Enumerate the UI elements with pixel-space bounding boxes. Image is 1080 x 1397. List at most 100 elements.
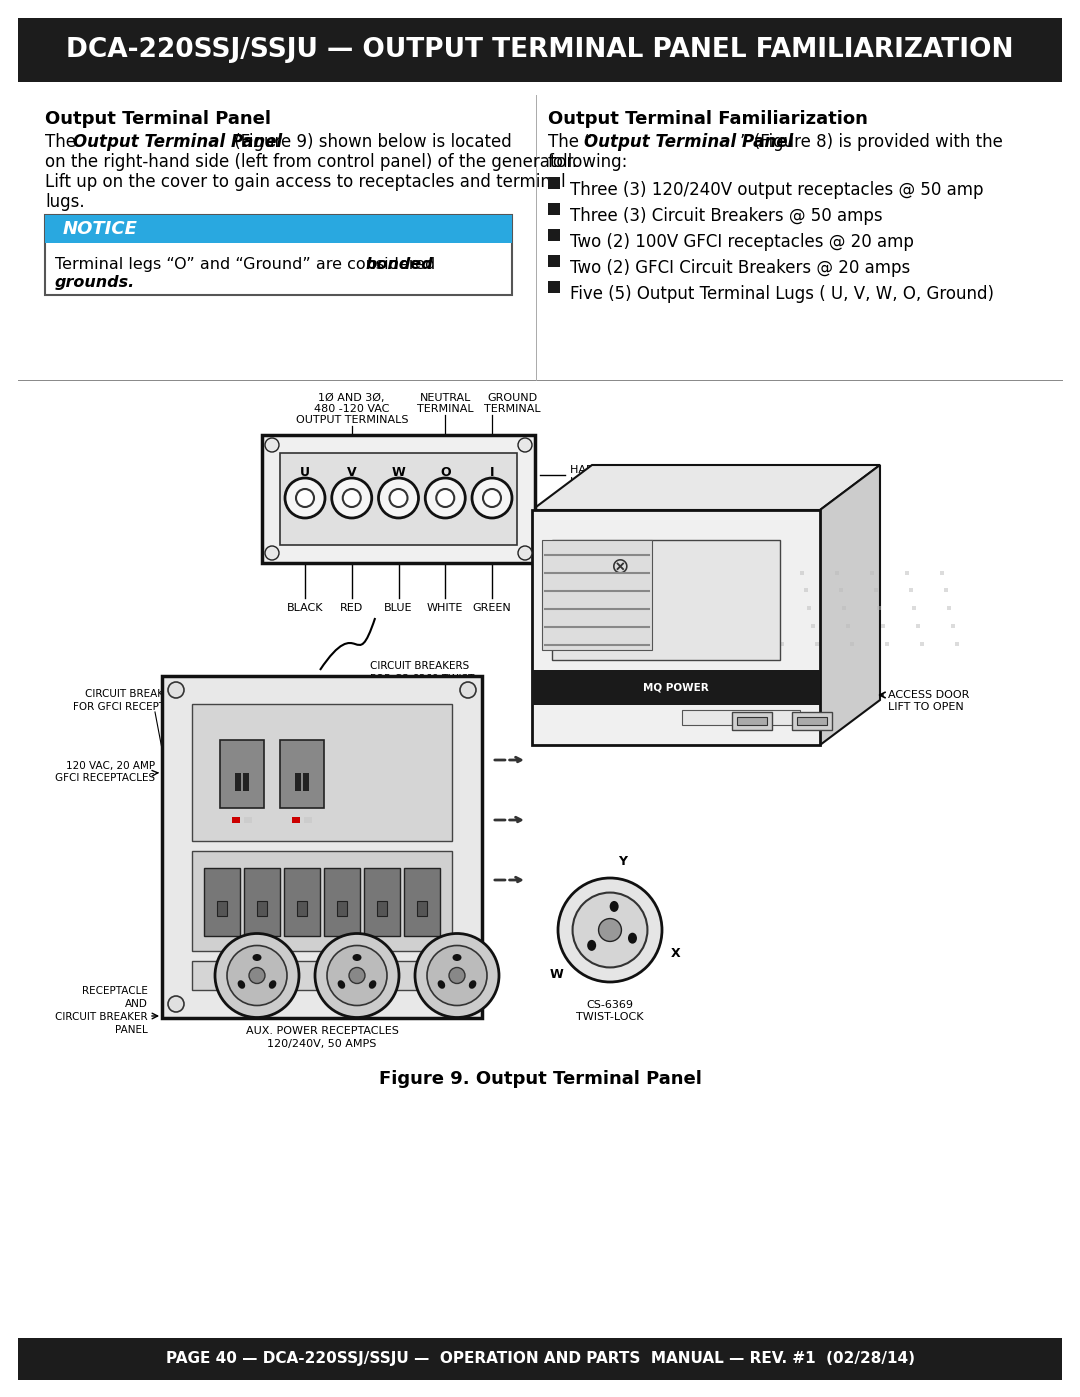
Circle shape xyxy=(349,968,365,983)
Text: TERMINAL: TERMINAL xyxy=(417,404,473,414)
Bar xyxy=(800,570,804,574)
Bar xyxy=(706,624,711,629)
Ellipse shape xyxy=(609,901,619,912)
Bar xyxy=(741,624,745,629)
Text: V: V xyxy=(347,467,356,479)
Circle shape xyxy=(449,968,465,983)
Bar xyxy=(920,643,924,645)
Bar xyxy=(244,868,280,936)
Text: Output Terminal Panel: Output Terminal Panel xyxy=(584,133,793,151)
Bar xyxy=(772,606,777,610)
Circle shape xyxy=(558,877,662,982)
Bar xyxy=(257,901,267,916)
Circle shape xyxy=(426,478,465,518)
Bar xyxy=(232,816,240,823)
Text: LIFT TO OPEN: LIFT TO OPEN xyxy=(888,703,963,712)
Text: The “: The “ xyxy=(548,133,593,151)
Bar xyxy=(45,215,512,243)
Bar xyxy=(738,606,742,610)
Bar xyxy=(284,868,320,936)
Text: TWIST-LOCK: TWIST-LOCK xyxy=(577,1011,644,1023)
Text: Terminal legs “O” and “Ground” are considered: Terminal legs “O” and “Ground” are consi… xyxy=(55,257,441,272)
Polygon shape xyxy=(532,465,880,510)
Bar xyxy=(377,901,387,916)
Bar xyxy=(297,901,307,916)
Text: 1Ø AND 3Ø,: 1Ø AND 3Ø, xyxy=(319,393,384,402)
Bar xyxy=(913,606,917,610)
Text: PAGE 40 — DCA-220SSJ/SSJU —  OPERATION AND PARTS  MANUAL — REV. #1  (02/28/14): PAGE 40 — DCA-220SSJ/SSJU — OPERATION AN… xyxy=(165,1351,915,1366)
Text: ⊗: ⊗ xyxy=(610,556,630,577)
Text: ” (Figure 8) is provided with the: ” (Figure 8) is provided with the xyxy=(740,133,1003,151)
Text: grounds.: grounds. xyxy=(55,275,135,291)
Bar xyxy=(532,671,820,705)
Bar xyxy=(780,643,784,645)
Circle shape xyxy=(265,439,279,453)
Text: Lift up on the cover to gain access to receptacles and terminal: Lift up on the cover to gain access to r… xyxy=(45,173,566,191)
Ellipse shape xyxy=(238,981,245,989)
Text: CIRCUIT BREAKER: CIRCUIT BREAKER xyxy=(55,1011,148,1023)
Ellipse shape xyxy=(338,981,346,989)
Circle shape xyxy=(265,546,279,560)
Bar xyxy=(548,203,561,215)
Circle shape xyxy=(572,893,647,968)
Circle shape xyxy=(227,946,287,1006)
Bar xyxy=(808,606,811,610)
Text: RED: RED xyxy=(340,604,363,613)
Text: LOCK RECEPTACLES: LOCK RECEPTACLES xyxy=(370,687,473,697)
Bar xyxy=(162,676,482,1018)
Bar xyxy=(364,868,400,936)
Text: MQ POWER: MQ POWER xyxy=(643,683,708,693)
Bar xyxy=(850,643,854,645)
Ellipse shape xyxy=(469,981,476,989)
Text: AUX. POWER RECEPTACLES: AUX. POWER RECEPTACLES xyxy=(245,1025,399,1037)
Bar xyxy=(905,570,908,574)
Text: CIRCUIT BREAKERS: CIRCUIT BREAKERS xyxy=(370,661,469,671)
Bar xyxy=(940,570,944,574)
Bar xyxy=(881,624,886,629)
Circle shape xyxy=(378,478,419,518)
Bar xyxy=(777,624,780,629)
Bar xyxy=(916,624,920,629)
Circle shape xyxy=(315,933,399,1017)
Bar xyxy=(804,588,808,592)
Ellipse shape xyxy=(253,954,261,961)
Text: CS-6369: CS-6369 xyxy=(586,1000,634,1010)
Text: U: U xyxy=(300,467,310,479)
Text: GREEN: GREEN xyxy=(473,604,511,613)
Bar xyxy=(710,643,714,645)
Circle shape xyxy=(518,439,532,453)
Bar xyxy=(699,588,703,592)
Bar xyxy=(874,588,878,592)
Bar xyxy=(303,773,309,791)
Text: Three (3) Circuit Breakers @ 50 amps: Three (3) Circuit Breakers @ 50 amps xyxy=(570,207,882,225)
Bar xyxy=(204,868,240,936)
Bar xyxy=(838,588,842,592)
Text: Output Terminal Panel: Output Terminal Panel xyxy=(45,110,271,129)
Bar xyxy=(192,704,453,841)
Bar xyxy=(681,710,800,725)
Bar xyxy=(303,816,312,823)
Bar xyxy=(548,229,561,242)
Text: NEUTRAL: NEUTRAL xyxy=(419,393,471,402)
Text: lugs.: lugs. xyxy=(45,193,84,211)
Text: Two (2) 100V GFCI receptacles @ 20 amp: Two (2) 100V GFCI receptacles @ 20 amp xyxy=(570,233,914,251)
Bar xyxy=(947,606,951,610)
Text: Output Terminal Panel: Output Terminal Panel xyxy=(73,133,282,151)
Bar xyxy=(765,570,769,574)
Text: Output Terminal Familiarization: Output Terminal Familiarization xyxy=(548,110,868,129)
Text: Y: Y xyxy=(618,855,626,868)
Text: HOOKUP PANEL: HOOKUP PANEL xyxy=(570,476,657,488)
Bar xyxy=(18,1338,1062,1380)
Text: ACCESS DOOR: ACCESS DOOR xyxy=(888,690,970,700)
Circle shape xyxy=(598,919,621,942)
Text: The: The xyxy=(45,133,81,151)
Bar xyxy=(192,851,453,951)
Text: HARD WIRE: HARD WIRE xyxy=(570,465,635,475)
Bar xyxy=(847,624,850,629)
Ellipse shape xyxy=(368,981,376,989)
Circle shape xyxy=(296,489,314,507)
Bar xyxy=(908,588,913,592)
Text: Two (2) GFCI Circuit Breakers @ 20 amps: Two (2) GFCI Circuit Breakers @ 20 amps xyxy=(570,258,910,277)
Text: Three (3) 120/240V output receptacles @ 50 amp: Three (3) 120/240V output receptacles @ … xyxy=(570,182,984,198)
Bar xyxy=(262,434,535,563)
